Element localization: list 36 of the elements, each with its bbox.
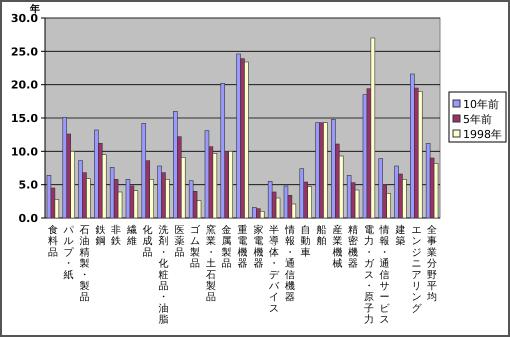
y-tick-label: 25.0: [10, 45, 38, 58]
x-tick-label: 化成品: [142, 224, 153, 258]
x-tick-label: ゴム製品: [190, 224, 202, 270]
x-tick-label: 全事業分野平均: [426, 224, 438, 304]
category-label: 情報・通信サービス: [380, 225, 390, 326]
legend-label: 5年前: [463, 113, 492, 126]
x-tick-label: 家電機器: [253, 224, 264, 270]
x-tick-label: パルプ・紙: [62, 225, 75, 281]
category-label: 洗剤・化粧品・油脂: [158, 225, 168, 326]
y-tick-label: 0.0: [18, 212, 38, 225]
x-tick-label: 非鉄: [111, 224, 122, 248]
legend-label: 10年前: [463, 98, 499, 111]
y-axis-title: 年: [29, 3, 40, 15]
x-tick-label: 鉄鋼: [95, 224, 106, 248]
x-tick-label: エンジニアリング: [411, 225, 422, 314]
x-tick-label: 石油精製・製品: [80, 225, 90, 304]
x-tick-label: 繊維: [126, 224, 137, 248]
x-tick-label: 重電機器: [238, 224, 248, 270]
x-tick-label: 産業機械: [332, 224, 342, 270]
y-tick-label: 5.0: [18, 178, 38, 192]
x-tick-label: 金属製品: [222, 224, 232, 270]
y-tick-label: 20.0: [10, 78, 38, 92]
x-tick-label: 半導体・デバイス: [268, 224, 280, 314]
x-tick-label: 窯業・土石製品: [206, 224, 216, 304]
y-tick-label: 10.0: [10, 145, 38, 158]
legend-label: 1998年: [463, 128, 502, 141]
x-tick-label: 食料品: [48, 224, 58, 258]
x-tick-label: 精密機器: [348, 224, 358, 270]
y-tick-label: 15.0: [10, 112, 38, 125]
y-tick-label: 30.0: [10, 12, 38, 25]
x-tick-label: 自動車: [300, 224, 311, 258]
x-tick-label: 船舶: [316, 225, 326, 248]
x-tick-label: 情報・通信機器: [284, 224, 295, 304]
x-tick-label: 医薬品: [174, 225, 184, 258]
x-tick-label: 建築: [394, 224, 406, 248]
category-label: 電力・ガス・原子力: [364, 225, 374, 326]
